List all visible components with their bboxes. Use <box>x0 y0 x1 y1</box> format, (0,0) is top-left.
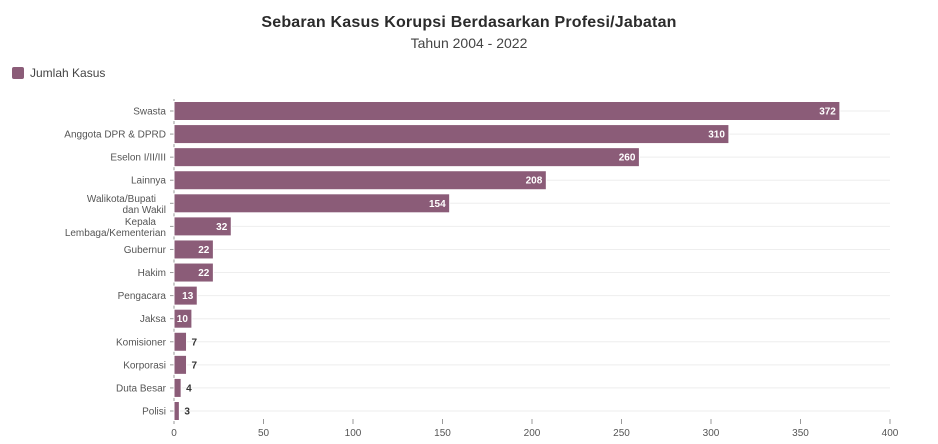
category-label: Hakim <box>138 268 166 279</box>
data-label: 22 <box>198 245 210 256</box>
bar <box>173 377 182 398</box>
data-label: 10 <box>177 314 189 325</box>
category-label: Pengacara <box>118 291 167 302</box>
bar <box>173 401 180 421</box>
legend-label: Jumlah Kasus <box>30 66 106 80</box>
bar <box>173 262 214 283</box>
data-label: 3 <box>184 407 190 418</box>
x-tick-label: 50 <box>258 428 270 439</box>
data-label: 372 <box>819 107 836 118</box>
legend: Jumlah Kasus <box>12 66 105 80</box>
bar <box>173 354 188 375</box>
chart-subtitle: Tahun 2004 - 2022 <box>410 35 528 51</box>
x-tick-label: 150 <box>434 428 451 439</box>
bar <box>173 285 198 306</box>
bar <box>173 124 730 145</box>
bar <box>173 308 193 329</box>
x-tick-label: 200 <box>524 428 541 439</box>
category-label: Polisi <box>142 407 166 418</box>
category-label: Kepala Lembaga/Kementerian <box>65 217 166 239</box>
data-label: 208 <box>526 176 543 187</box>
category-label: Komisioner <box>116 337 167 348</box>
category-label: Walikota/Bupati dan Wakil <box>87 194 166 216</box>
data-label: 310 <box>708 130 725 141</box>
bar <box>173 331 188 352</box>
data-label: 22 <box>198 268 210 279</box>
x-tick-label: 400 <box>882 428 899 439</box>
category-label: Korporasi <box>123 360 166 371</box>
data-label: 260 <box>619 153 636 164</box>
category-label: Eselon I/II/III <box>110 153 166 164</box>
category-label: Jaksa <box>140 314 167 325</box>
legend-swatch <box>12 67 24 79</box>
x-tick-label: 350 <box>792 428 809 439</box>
category-label: Anggota DPR & DPRD <box>64 130 166 141</box>
bar <box>173 193 451 214</box>
bar <box>173 216 232 237</box>
category-label: Gubernur <box>124 245 167 256</box>
x-tick-label: 300 <box>703 428 720 439</box>
data-label: 7 <box>192 337 198 348</box>
category-label: Swasta <box>133 107 166 118</box>
bar <box>173 170 547 191</box>
x-tick-label: 100 <box>345 428 362 439</box>
data-label: 32 <box>216 222 228 233</box>
category-label: Duta Besar <box>116 383 167 394</box>
x-tick-label: 0 <box>171 428 177 439</box>
x-tick-label: 250 <box>613 428 630 439</box>
bar <box>173 239 214 260</box>
data-label: 4 <box>186 383 192 394</box>
data-label: 154 <box>429 199 446 210</box>
bar <box>173 147 640 168</box>
data-label: 7 <box>192 360 198 371</box>
category-label: Lainnya <box>131 176 166 187</box>
data-label: 13 <box>182 291 194 302</box>
bar <box>173 101 841 121</box>
chart-title: Sebaran Kasus Korupsi Berdasarkan Profes… <box>261 14 677 31</box>
